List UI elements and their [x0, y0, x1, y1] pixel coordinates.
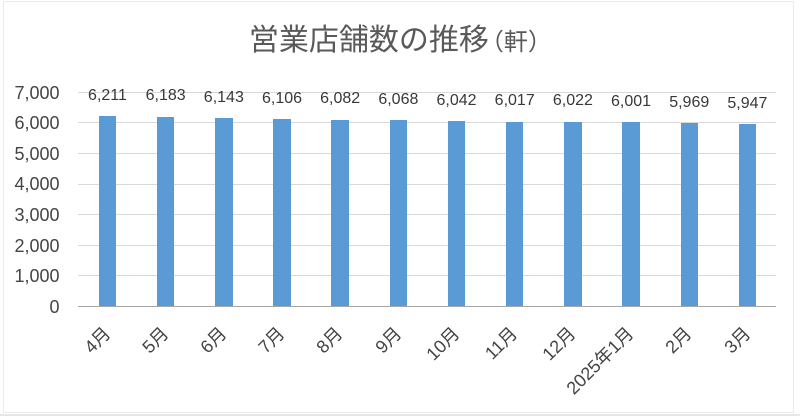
data-label: 6,143 — [203, 88, 244, 106]
bar — [389, 120, 408, 306]
gridline — [78, 214, 777, 216]
bar — [98, 115, 117, 306]
bar — [215, 118, 233, 306]
gridline — [78, 152, 777, 154]
y-axis-label: 5,000 — [14, 143, 60, 164]
chart-title: 営業店舗数の推移（軒） — [7, 24, 793, 60]
bar — [156, 116, 175, 306]
bar — [506, 121, 524, 306]
gridline — [78, 275, 777, 277]
x-axis-label: 9月 — [371, 322, 406, 357]
bar — [738, 124, 757, 306]
y-axis-label: 0 — [49, 296, 60, 317]
data-label: 6,068 — [378, 90, 419, 108]
x-axis-label: 3月 — [720, 322, 755, 357]
y-axis-label: 3,000 — [14, 205, 60, 226]
x-axis-line — [78, 305, 777, 307]
data-label: 6,022 — [552, 92, 593, 110]
data-label: 6,017 — [494, 92, 535, 110]
gridline — [78, 183, 777, 185]
bar — [680, 123, 698, 306]
data-label: 6,082 — [320, 90, 361, 108]
x-axis-label: 8月 — [312, 322, 347, 357]
x-axis-label: 5月 — [138, 322, 173, 357]
x-axis-label: 10月 — [422, 322, 464, 364]
gridline — [78, 244, 777, 246]
x-axis-label: 12月 — [538, 322, 580, 364]
x-axis-label: 2月 — [661, 322, 696, 357]
data-label: 6,001 — [611, 92, 652, 110]
data-label: 6,211 — [88, 86, 127, 104]
data-label: 6,183 — [145, 87, 186, 105]
data-label: 5,969 — [669, 93, 710, 111]
y-axis-label: 2,000 — [14, 235, 60, 256]
bottom-strip — [0, 413, 800, 416]
bar — [273, 119, 291, 306]
y-axis-label: 4,000 — [14, 174, 60, 195]
x-axis-label: 6月 — [196, 322, 231, 357]
y-axis-label: 1,000 — [14, 266, 60, 287]
data-label: 5,947 — [727, 94, 768, 112]
chart-title-text: 営業店舗数の推移 — [248, 24, 489, 57]
y-axis-label: 6,000 — [14, 113, 60, 134]
bar — [622, 122, 640, 306]
y-axis-label: 7,000 — [14, 82, 60, 103]
x-axis-label: 7月 — [254, 322, 289, 357]
data-label: 6,106 — [261, 89, 303, 107]
chart-title-unit: （軒） — [479, 29, 552, 56]
gridline — [78, 91, 777, 93]
data-label: 6,042 — [436, 91, 477, 109]
gridline — [78, 122, 777, 124]
x-axis-label: 11月 — [481, 322, 522, 363]
bar — [564, 121, 582, 306]
bar — [331, 119, 349, 306]
x-axis-label: 4月 — [80, 322, 115, 357]
bar — [447, 121, 466, 306]
